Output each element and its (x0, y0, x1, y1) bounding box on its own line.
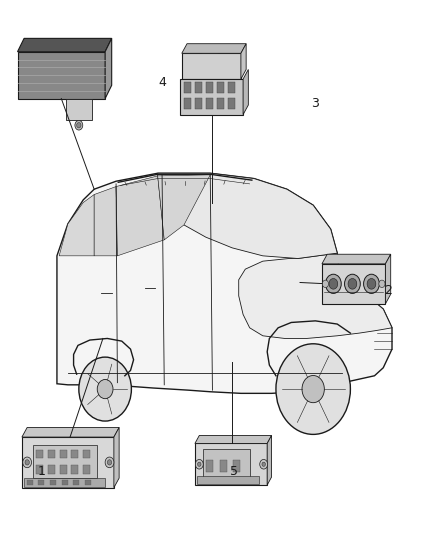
FancyBboxPatch shape (48, 449, 55, 458)
Polygon shape (267, 435, 272, 485)
FancyBboxPatch shape (71, 465, 78, 474)
Polygon shape (57, 173, 392, 393)
Circle shape (79, 357, 131, 421)
FancyBboxPatch shape (33, 445, 97, 478)
Circle shape (325, 274, 341, 293)
Circle shape (97, 379, 113, 399)
FancyBboxPatch shape (50, 480, 56, 485)
Polygon shape (239, 253, 392, 338)
Circle shape (262, 462, 265, 466)
Text: 1: 1 (38, 465, 46, 478)
FancyBboxPatch shape (73, 480, 79, 485)
FancyBboxPatch shape (206, 82, 213, 93)
Polygon shape (195, 435, 272, 443)
Text: 5: 5 (230, 465, 238, 478)
Circle shape (195, 459, 203, 469)
FancyBboxPatch shape (197, 477, 258, 484)
Polygon shape (243, 69, 248, 115)
FancyBboxPatch shape (60, 449, 67, 458)
Circle shape (345, 274, 360, 293)
FancyBboxPatch shape (220, 460, 227, 472)
FancyBboxPatch shape (83, 465, 90, 474)
Circle shape (77, 123, 81, 128)
Circle shape (107, 459, 112, 465)
FancyBboxPatch shape (39, 480, 45, 485)
FancyBboxPatch shape (184, 82, 191, 93)
FancyBboxPatch shape (48, 465, 55, 474)
Circle shape (329, 278, 338, 289)
FancyBboxPatch shape (233, 460, 240, 472)
Circle shape (75, 120, 83, 130)
FancyBboxPatch shape (203, 449, 250, 477)
FancyBboxPatch shape (195, 443, 267, 485)
Circle shape (364, 274, 379, 293)
FancyBboxPatch shape (182, 53, 241, 79)
Polygon shape (158, 175, 210, 240)
Polygon shape (182, 44, 246, 53)
FancyBboxPatch shape (217, 82, 224, 93)
Text: 3: 3 (311, 98, 319, 110)
Polygon shape (114, 427, 119, 488)
FancyBboxPatch shape (217, 98, 224, 109)
FancyBboxPatch shape (184, 98, 191, 109)
Polygon shape (385, 254, 391, 304)
FancyBboxPatch shape (71, 449, 78, 458)
FancyBboxPatch shape (60, 465, 67, 474)
FancyBboxPatch shape (36, 465, 43, 474)
FancyBboxPatch shape (228, 82, 235, 93)
FancyBboxPatch shape (66, 99, 92, 120)
Circle shape (105, 457, 114, 468)
FancyBboxPatch shape (27, 480, 33, 485)
FancyBboxPatch shape (83, 449, 90, 458)
Polygon shape (241, 44, 246, 79)
FancyBboxPatch shape (195, 98, 202, 109)
Polygon shape (105, 38, 112, 99)
FancyBboxPatch shape (195, 82, 202, 93)
Polygon shape (59, 195, 94, 256)
Circle shape (367, 278, 376, 289)
Circle shape (322, 280, 328, 288)
Circle shape (23, 457, 32, 468)
FancyBboxPatch shape (18, 52, 105, 99)
Polygon shape (116, 176, 164, 256)
FancyBboxPatch shape (180, 79, 243, 115)
FancyBboxPatch shape (228, 98, 235, 109)
Polygon shape (22, 427, 119, 437)
Circle shape (25, 459, 29, 465)
FancyBboxPatch shape (206, 460, 213, 472)
FancyBboxPatch shape (202, 44, 217, 53)
FancyBboxPatch shape (322, 264, 385, 304)
Polygon shape (94, 187, 117, 256)
FancyBboxPatch shape (22, 437, 114, 488)
Polygon shape (158, 173, 337, 259)
Text: 2: 2 (384, 284, 392, 297)
Polygon shape (322, 254, 391, 264)
Circle shape (260, 459, 268, 469)
Circle shape (348, 278, 357, 289)
FancyBboxPatch shape (36, 449, 43, 458)
FancyBboxPatch shape (206, 98, 213, 109)
Circle shape (302, 375, 324, 403)
FancyBboxPatch shape (62, 480, 68, 485)
Circle shape (379, 280, 385, 288)
FancyBboxPatch shape (85, 480, 91, 485)
FancyBboxPatch shape (24, 478, 105, 487)
Text: 4: 4 (158, 76, 166, 89)
Circle shape (198, 462, 201, 466)
Circle shape (276, 344, 350, 434)
Polygon shape (18, 38, 112, 52)
